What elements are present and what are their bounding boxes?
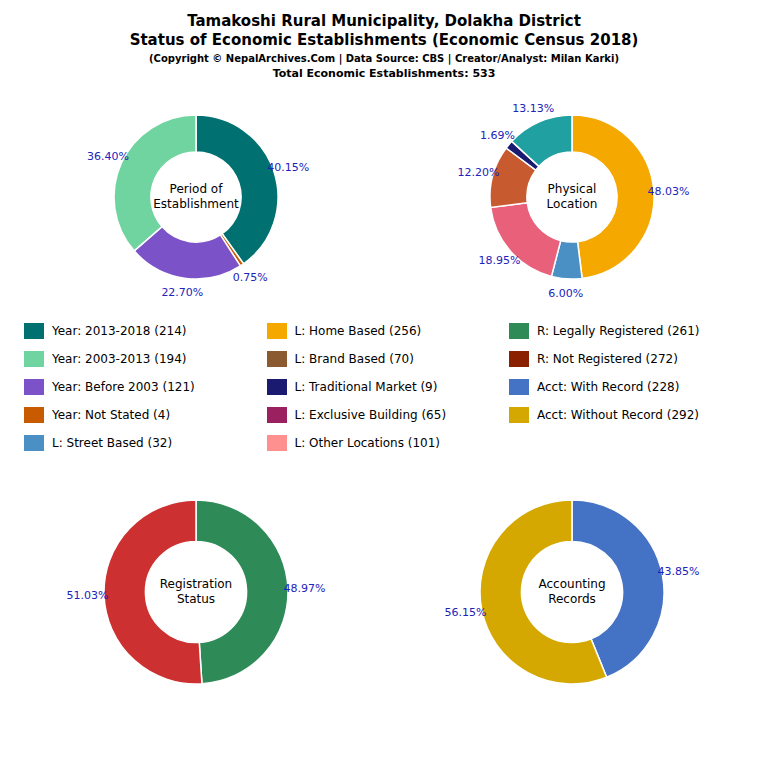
html-text:L: Brand Based (70): L: Brand Based (70) (294, 352, 414, 366)
svg-text:12.20%: 12.20% (457, 166, 499, 179)
html-text:Physical Location: Physical Location (546, 182, 598, 211)
html-text:L: Traditional Market (9): L: Traditional Market (9) (294, 380, 438, 394)
svg-text:51.03%: 51.03% (67, 589, 109, 602)
svg-text:0.75%: 0.75% (233, 271, 268, 284)
svg-text:56.15%: 56.15% (444, 606, 486, 619)
html-text:Year: 2003-2013 (194): Year: 2003-2013 (194) (52, 352, 187, 366)
svg-text:48.03%: 48.03% (648, 185, 690, 198)
html-text:Tamakoshi Rural Municipality,: Tamakoshi Rural Municipality, Dolakha Di… (187, 12, 581, 30)
svg-text:36.40%: 36.40% (87, 150, 129, 163)
html-text:L: Exclusive Building (65): L: Exclusive Building (65) (294, 408, 447, 422)
html-text:Year: 2013-2018 (214): Year: 2013-2018 (214) (52, 324, 187, 338)
html-text:Year: Before 2003 (121): Year: Before 2003 (121) (52, 380, 195, 394)
svg-text:6.00%: 6.00% (548, 287, 583, 300)
html-text:R: Not Registered (272): R: Not Registered (272) (537, 352, 678, 366)
html-text:Period of Establishment: Period of Establishment (153, 182, 239, 211)
svg-text:13.13%: 13.13% (512, 102, 554, 115)
html-text:Year: Not Stated (4): Year: Not Stated (4) (52, 408, 171, 422)
html-text:R: Legally Registered (261): R: Legally Registered (261) (537, 324, 700, 338)
html-text:Accounting Records: Accounting Records (538, 577, 606, 606)
svg-text:1.69%: 1.69% (480, 129, 515, 142)
html-text:L: Home Based (256): L: Home Based (256) (294, 324, 422, 338)
svg-text:48.97%: 48.97% (284, 582, 326, 595)
svg-text:40.15%: 40.15% (267, 161, 309, 174)
html-text:Total Economic Establishments:: Total Economic Establishments: 533 (272, 67, 496, 80)
svg-text:18.95%: 18.95% (478, 254, 520, 267)
html-text:Acct: Without Record (292): Acct: Without Record (292) (537, 408, 699, 422)
html-text:L: Street Based (32): L: Street Based (32) (52, 436, 173, 450)
html-text:Registration Status: Registration Status (159, 577, 233, 606)
svg-text:22.70%: 22.70% (161, 286, 203, 299)
html-text:L: Other Locations (101): L: Other Locations (101) (294, 436, 440, 450)
html-text:Status of Economic Establishme: Status of Economic Establishments (Econo… (129, 31, 639, 49)
html-text:Acct: With Record (228): Acct: With Record (228) (537, 380, 680, 394)
html-text:(Copyright © NepalArchives.Com: (Copyright © NepalArchives.Com | Data So… (149, 53, 619, 64)
svg-text:43.85%: 43.85% (658, 565, 700, 578)
